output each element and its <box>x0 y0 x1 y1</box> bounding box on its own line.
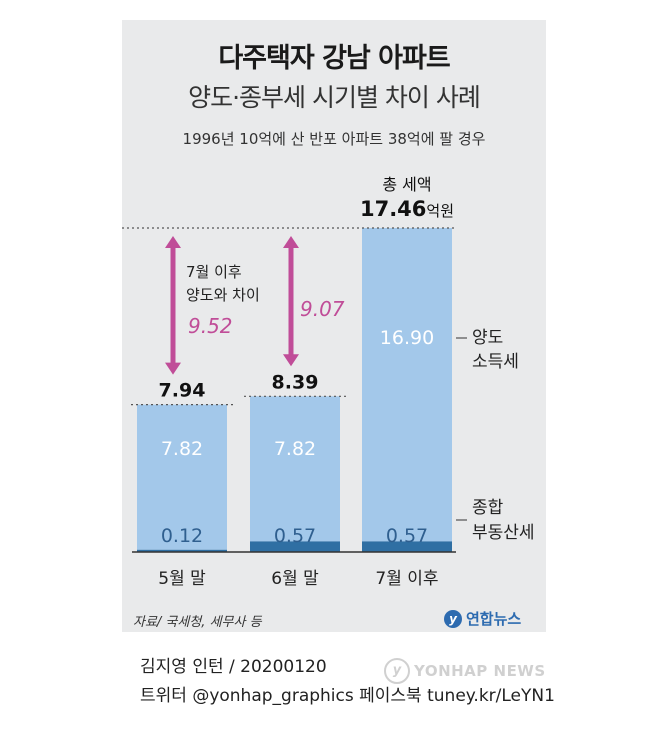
total-label: 7.94 <box>159 380 206 402</box>
legend-capital-gains-tax-line2: 소득세 <box>472 352 519 372</box>
watermark-icon: y <box>384 658 410 684</box>
difference-arrow-head-up <box>283 236 299 248</box>
total-value: 17.46 <box>360 197 426 221</box>
total-label: 8.39 <box>272 371 319 393</box>
data-label-capital-gains-tax: 7.82 <box>161 438 203 460</box>
legend-property-tax-line1: 종합 <box>472 498 504 518</box>
yonhap-watermark: y YONHAP NEWS <box>384 658 546 684</box>
data-label-property-tax: 0.57 <box>274 525 316 547</box>
yonhap-logo: y 연합뉴스 <box>444 608 521 629</box>
x-tick-label: 7월 이후 <box>375 569 438 589</box>
yonhap-logo-text: 연합뉴스 <box>466 610 522 628</box>
total-label-highlight: 17.46억원 <box>360 197 454 221</box>
difference-arrow-head-up <box>165 236 181 248</box>
data-label-property-tax: 0.57 <box>386 525 428 547</box>
data-label-property-tax: 0.12 <box>161 525 203 547</box>
difference-value: 9.07 <box>300 297 345 321</box>
legend-property-tax-line2: 부동산세 <box>472 523 535 543</box>
bar-segment-property-tax <box>250 541 340 552</box>
total-unit: 억원 <box>426 202 454 220</box>
legend-capital-gains-tax-line1: 양도 <box>472 328 503 348</box>
bar-segment-capital-gains-tax <box>137 404 227 550</box>
bar-segment-capital-gains-tax <box>250 396 340 542</box>
difference-value: 9.52 <box>188 314 233 338</box>
yonhap-logo-icon: y <box>444 609 462 628</box>
data-label-capital-gains-tax: 7.82 <box>274 438 316 460</box>
chart-title: 다주택자 강남 아파트 <box>218 43 450 74</box>
source-note: 자료/ 국세청, 세무사 등 <box>133 615 262 630</box>
bar-segment-property-tax <box>362 541 452 552</box>
x-tick-label: 5월 말 <box>158 569 206 589</box>
chart-note: 1996년 10억에 산 반포 아파트 38억에 팔 경우 <box>182 130 486 148</box>
watermark-text: YONHAP NEWS <box>414 662 546 680</box>
bar-segment-property-tax <box>137 549 227 552</box>
data-label-capital-gains-tax: 16.90 <box>380 327 434 349</box>
difference-arrow-head-down <box>165 362 181 375</box>
bar-segment-capital-gains-tax <box>362 228 452 542</box>
x-tick-label: 6월 말 <box>271 569 319 589</box>
difference-arrow-head-down <box>283 354 299 367</box>
difference-note-line1: 7월 이후 <box>186 263 242 281</box>
total-title: 총 세액 <box>382 175 431 194</box>
social-line: 트위터 @yonhap_graphics 페이스북 tuney.kr/LeYN1 <box>140 686 555 706</box>
difference-note-line2: 양도와 차이 <box>186 286 260 304</box>
chart-subtitle: 양도·종부세 시기별 차이 사례 <box>188 83 481 112</box>
credit-line: 김지영 인턴 / 20200120 <box>140 657 327 677</box>
